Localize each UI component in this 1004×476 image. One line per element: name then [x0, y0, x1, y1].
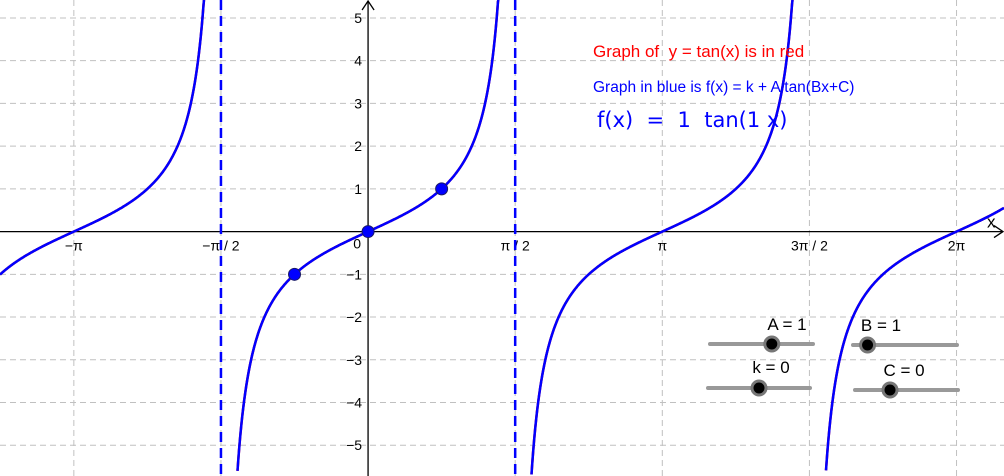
origin-label: 0 — [353, 236, 361, 252]
y-tick-label: −5 — [346, 437, 362, 453]
x-tick-label: −π — [65, 238, 83, 254]
point — [435, 182, 449, 196]
slider-knob[interactable] — [750, 379, 768, 397]
point — [288, 267, 302, 281]
x-tick-label: π — [657, 238, 667, 254]
sliders[interactable]: A = 1 B = 1 k = 0 C = 0 — [706, 315, 960, 399]
slider-knob[interactable] — [763, 335, 781, 353]
slider-label: C = 0 — [883, 361, 924, 380]
slider-B[interactable]: B = 1 — [851, 316, 959, 354]
slider-A[interactable]: A = 1 — [708, 315, 815, 353]
slider-knob[interactable] — [859, 336, 877, 354]
y-tick-label: −1 — [346, 266, 362, 282]
slider-k[interactable]: k = 0 — [706, 358, 812, 397]
x-tick-label: 3π / 2 — [791, 238, 828, 254]
x-axis-label: x — [987, 213, 996, 232]
y-tick-label: −3 — [346, 352, 362, 368]
x-tick-label: 2π — [948, 238, 966, 254]
y-tick-label: 4 — [354, 53, 362, 69]
y-tick-label: 1 — [354, 181, 362, 197]
y-axis-arrow — [361, 0, 375, 11]
slider-knob[interactable] — [881, 381, 899, 399]
y-tick-label: 2 — [354, 138, 362, 154]
slider-label: k = 0 — [752, 358, 789, 377]
y-tick-label: 3 — [354, 95, 362, 111]
x-axis-arrow — [993, 225, 1004, 239]
y-tick-label: 5 — [354, 10, 362, 26]
blue-caption: Graph in blue is f(x) = k + A tan(Bx+C) — [593, 79, 854, 96]
point — [361, 225, 375, 239]
y-tick-label: −2 — [346, 309, 362, 325]
points — [288, 182, 449, 281]
y-tick-label: −4 — [346, 395, 362, 411]
slider-label: A = 1 — [767, 315, 806, 334]
formula-text: f(x) = 1 tan(1 x) — [597, 108, 787, 132]
slider-label: B = 1 — [861, 316, 901, 335]
slider-C[interactable]: C = 0 — [853, 361, 960, 399]
red-caption: Graph of y = tan(x) is in red — [593, 42, 804, 61]
